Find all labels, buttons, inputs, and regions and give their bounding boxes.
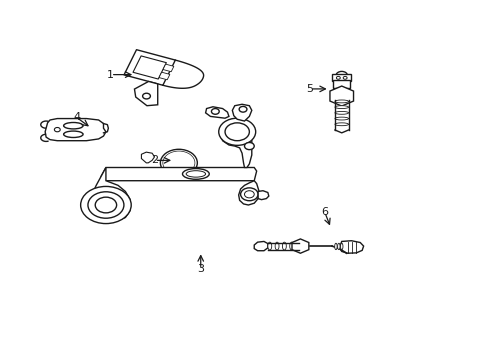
Ellipse shape bbox=[63, 131, 83, 138]
Circle shape bbox=[244, 191, 254, 198]
Polygon shape bbox=[254, 242, 267, 251]
Text: 3: 3 bbox=[197, 264, 204, 274]
Bar bbox=[331, 74, 351, 81]
Polygon shape bbox=[91, 167, 130, 221]
Polygon shape bbox=[238, 181, 259, 205]
Circle shape bbox=[343, 76, 346, 79]
Ellipse shape bbox=[275, 242, 279, 250]
Text: 6: 6 bbox=[321, 207, 327, 217]
Ellipse shape bbox=[186, 171, 205, 177]
Polygon shape bbox=[339, 241, 363, 253]
Circle shape bbox=[218, 118, 255, 145]
Polygon shape bbox=[220, 118, 251, 167]
Polygon shape bbox=[141, 152, 154, 163]
Polygon shape bbox=[232, 104, 251, 121]
Polygon shape bbox=[329, 86, 353, 106]
Polygon shape bbox=[124, 50, 175, 85]
Ellipse shape bbox=[334, 117, 348, 120]
Polygon shape bbox=[159, 72, 169, 80]
Circle shape bbox=[211, 109, 219, 114]
Polygon shape bbox=[205, 107, 228, 118]
Ellipse shape bbox=[334, 106, 348, 109]
Circle shape bbox=[240, 188, 258, 201]
Circle shape bbox=[336, 76, 340, 79]
Ellipse shape bbox=[340, 243, 342, 249]
Circle shape bbox=[142, 93, 150, 99]
Polygon shape bbox=[163, 64, 174, 72]
Polygon shape bbox=[134, 81, 158, 106]
Circle shape bbox=[244, 143, 254, 150]
Ellipse shape bbox=[289, 242, 293, 250]
Text: 4: 4 bbox=[73, 112, 80, 122]
Polygon shape bbox=[258, 191, 268, 200]
Bar bbox=[332, 80, 350, 88]
Ellipse shape bbox=[63, 122, 83, 129]
Ellipse shape bbox=[267, 242, 271, 250]
Ellipse shape bbox=[182, 168, 209, 179]
Text: 1: 1 bbox=[107, 69, 114, 80]
Circle shape bbox=[88, 192, 123, 218]
Circle shape bbox=[224, 123, 249, 141]
Circle shape bbox=[81, 186, 131, 224]
Ellipse shape bbox=[334, 243, 336, 249]
Text: 5: 5 bbox=[306, 84, 313, 94]
Polygon shape bbox=[101, 167, 256, 181]
Ellipse shape bbox=[337, 243, 339, 249]
Ellipse shape bbox=[334, 111, 348, 114]
Polygon shape bbox=[133, 56, 166, 79]
Polygon shape bbox=[291, 239, 308, 253]
Circle shape bbox=[335, 71, 347, 80]
Ellipse shape bbox=[334, 100, 348, 103]
Circle shape bbox=[54, 127, 60, 132]
Ellipse shape bbox=[334, 123, 348, 126]
Circle shape bbox=[95, 197, 116, 213]
Ellipse shape bbox=[282, 242, 286, 250]
Circle shape bbox=[239, 107, 246, 112]
Circle shape bbox=[166, 154, 191, 172]
Polygon shape bbox=[45, 118, 106, 141]
Circle shape bbox=[160, 149, 197, 176]
Circle shape bbox=[163, 151, 195, 175]
Text: 2: 2 bbox=[151, 156, 158, 165]
